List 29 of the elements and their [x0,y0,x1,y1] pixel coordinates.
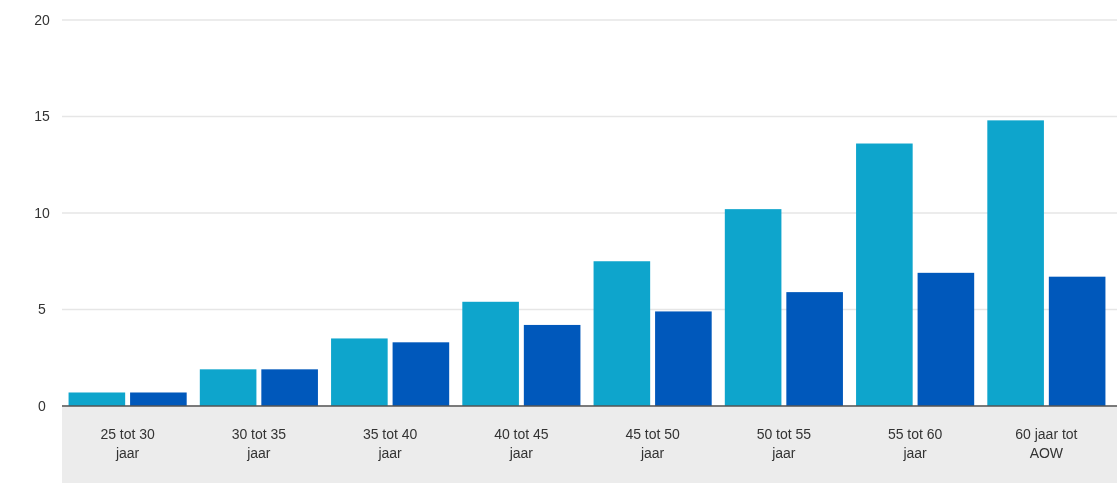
bar [856,143,913,406]
x-tick-label: 50 tot 55 jaar [756,426,812,461]
y-tick-label: 5 [38,301,47,318]
bar [786,292,843,406]
bar [130,392,187,406]
bar [392,342,450,406]
x-tick-label: 35 tot 40 jaar [362,426,418,461]
bar [523,324,581,406]
x-tick-label: 60 jaar tot AOW [1015,426,1078,461]
bar [1048,276,1106,406]
bar [987,120,1044,406]
x-tick-label: 25 tot 30 jaar [100,426,156,461]
bar [261,369,318,406]
bar [68,392,126,406]
x-tick-label: 30 tot 35 jaar [231,426,287,461]
bar [655,311,712,406]
y-tick-label: 0 [38,397,47,414]
y-tick-label: 10 [34,204,50,221]
x-tick-label: 55 tot 60 jaar [887,426,943,461]
bar [593,261,651,406]
x-tick-label: 45 tot 50 jaar [625,426,681,461]
bar [462,301,519,406]
bar [917,272,975,406]
bar [331,338,388,406]
bar [724,209,782,406]
y-tick-label: 20 [34,11,50,28]
bar [199,369,257,406]
x-tick-label: 40 tot 45 jaar [494,426,549,461]
y-tick-label: 15 [34,108,50,125]
